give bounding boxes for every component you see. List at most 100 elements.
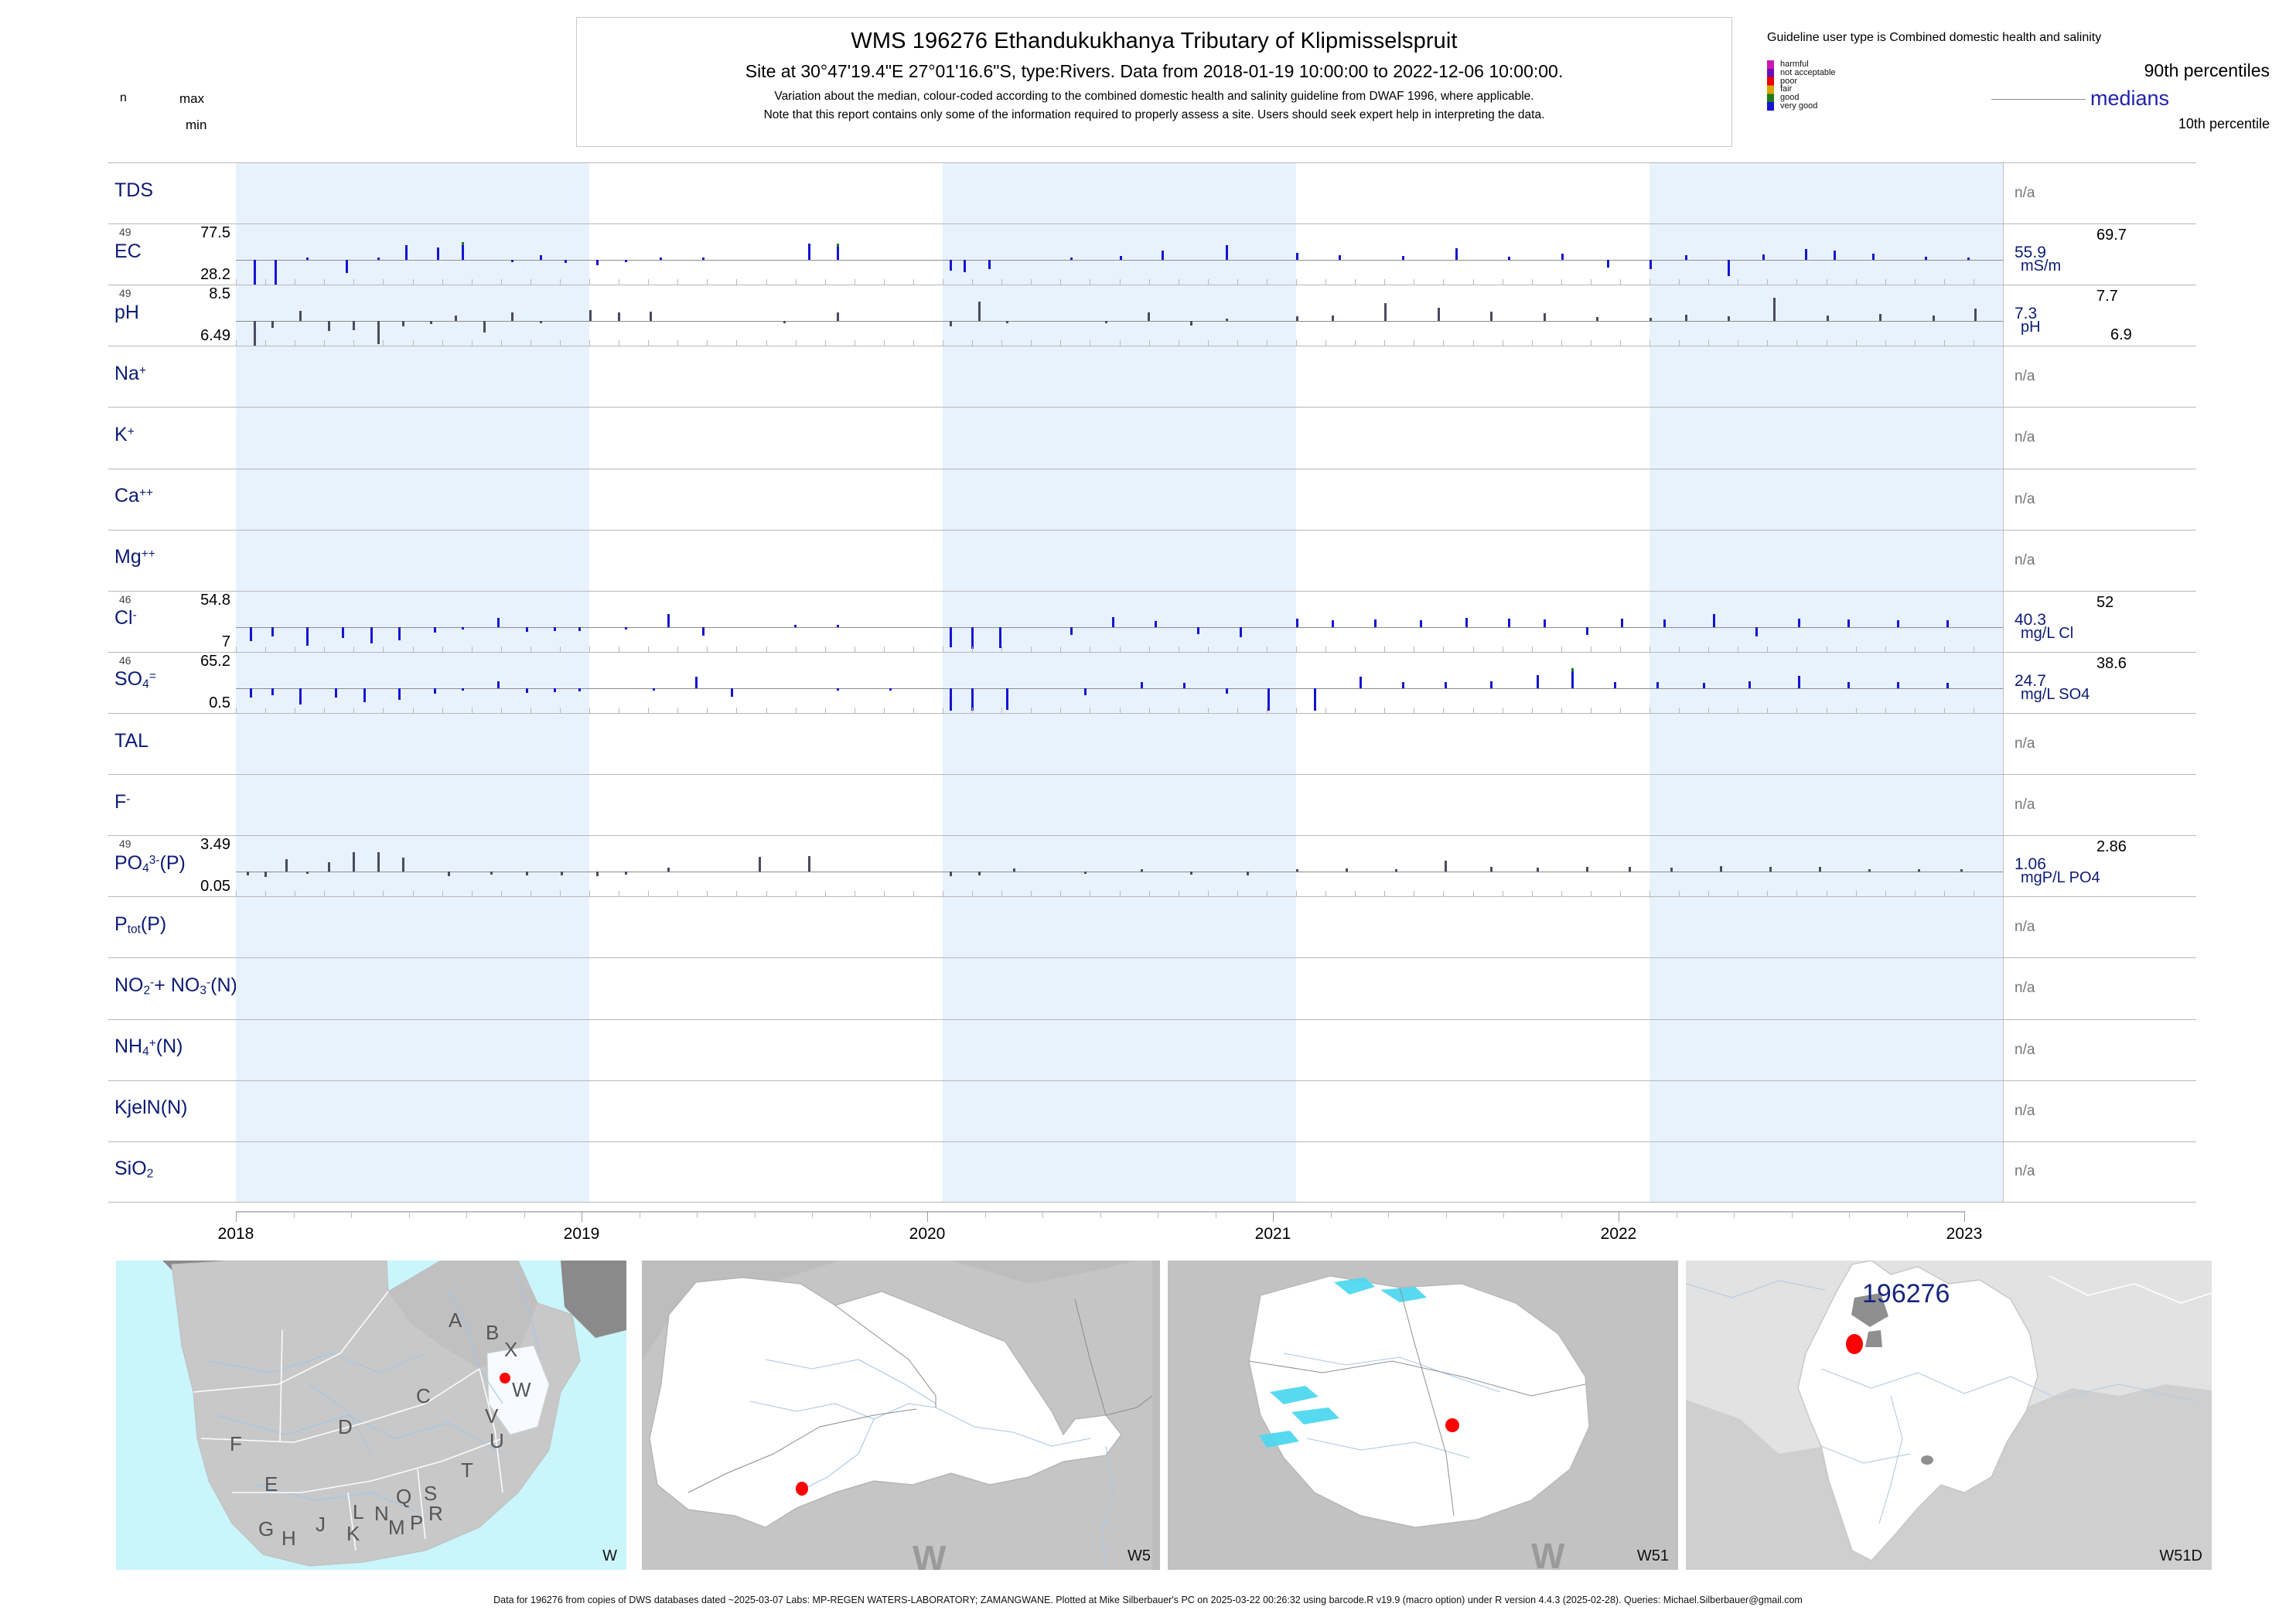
year-band-2020 [943,897,1296,958]
data-bar [1819,867,1822,872]
region-letter-e: E [264,1472,278,1496]
axis-label-2021: 2021 [1254,1225,1291,1243]
determinand-plot[interactable] [236,897,2003,958]
row-tick [677,707,679,713]
data-bar [1225,245,1228,260]
map-panel-country[interactable]: W A B X C W V U D F T E S Q R L N P M J … [116,1261,626,1570]
row-tick [648,707,650,713]
region-letter-v: V [485,1404,499,1428]
row-tick [559,279,561,285]
map-panel-quaternary-w51d[interactable]: 196276 W51D [1686,1261,2212,1570]
determinand-value-cell: n/a [2003,346,2196,408]
determinand-value-cell: n/a [2003,1141,2196,1202]
w51d-map-svg [1686,1261,2212,1570]
data-bar [1621,618,1624,627]
row-tick [1796,646,1798,652]
determinand-plot[interactable] [236,408,2003,469]
region-letter-u: U [490,1429,504,1452]
determinand-plot[interactable] [236,652,2003,713]
determinand-plot[interactable] [236,163,2003,224]
footer-provenance: Data for 196276 from copies of DWS datab… [493,1595,1803,1605]
determinand-value-cell: 24.7 mg/L SO4 38.6 [2003,652,2196,713]
legend: Guideline user type is Combined domestic… [1767,31,2277,147]
row-tick [1355,707,1356,713]
row-tick [1119,279,1121,285]
data-bar [1932,315,1935,322]
data-bar [511,312,514,322]
data-bar [1437,307,1440,322]
determinand-row: PO43-(P) 49 3.49 0.05 1.06 mgP/L PO4 2.86 [108,835,2196,897]
row-tick [559,891,561,897]
data-bar [950,626,953,648]
row-tick [1325,707,1327,713]
determinand-plot[interactable] [236,958,2003,1019]
year-band-2020 [943,163,1296,224]
axis-tick-minor [1849,1211,1850,1218]
row-tick [1885,707,1886,713]
determinand-value-cell: n/a [2003,897,2196,958]
row-tick [1384,891,1386,897]
row-tick [1237,279,1238,285]
map-panel-secondary-w51[interactable]: W W51 [1168,1261,1678,1570]
row-tick [324,707,326,713]
data-bar [1762,254,1765,260]
report-title-box: WMS 196276 Ethandukukhanya Tributary of … [576,17,1732,147]
value-p90: 38.6 [2096,654,2127,672]
row-tick [972,891,974,897]
data-bar [1444,682,1447,688]
row-tick [589,891,590,897]
value-na: n/a [2015,1041,2035,1058]
determinand-value-cell: n/a [2003,163,2196,224]
row-tick [1472,707,1474,713]
data-bar [1727,316,1730,322]
data-bar [695,677,698,688]
data-bar [377,852,380,872]
data-bar [271,687,274,695]
determinand-plot[interactable] [236,836,2003,897]
data-bar [525,872,528,875]
determinand-label-cell: Mg++ [108,531,236,591]
map-panel-secondary-w5[interactable]: W W5 [642,1261,1160,1570]
determinand-name: pH [114,301,139,323]
determinand-plot[interactable] [236,1141,2003,1202]
data-bar [1267,687,1271,711]
row-tick [1531,707,1533,713]
axis-tick-minor [869,1211,871,1218]
data-bar [578,626,582,632]
year-band-2018 [236,530,589,591]
year-band-2022 [1650,836,2003,897]
determinand-max: 77.5 [200,224,230,242]
row-tick [1708,891,1710,897]
data-bar [1656,682,1660,688]
determinand-plot[interactable] [236,285,2003,346]
determinand-label-cell: KjelN(N) [108,1081,236,1141]
row-tick [1148,891,1150,897]
determinand-plot[interactable] [236,469,2003,530]
axis-label-2023: 2023 [1946,1225,1983,1243]
determinand-plot[interactable] [236,224,2003,285]
region-letter-f: F [230,1432,242,1455]
determinand-label-cell: EC 49 77.5 28.2 [108,224,236,285]
data-bar [1702,683,1705,688]
data-bar [1140,869,1143,872]
determinand-plot[interactable] [236,713,2003,775]
data-bar [377,321,380,344]
row-tick [736,340,738,346]
determinand-value-cell: 1.06 mgP/L PO4 2.86 [2003,836,2196,897]
data-bar [1585,866,1588,872]
data-bar [1628,867,1631,872]
determinand-plot[interactable] [236,346,2003,408]
data-bar [1112,617,1115,627]
determinand-plot[interactable] [236,1080,2003,1141]
data-bar [271,626,274,636]
region-letter-d: D [338,1415,353,1438]
determinand-plot[interactable] [236,1019,2003,1080]
determinand-plot[interactable] [236,775,2003,836]
region-letter-g: G [258,1517,275,1540]
row-tick [1325,891,1327,897]
determinand-plot[interactable] [236,530,2003,591]
data-bar [285,858,288,872]
determinand-plot[interactable] [236,591,2003,652]
data-bar [950,872,953,876]
value-median: 7.3 [2015,305,2038,323]
